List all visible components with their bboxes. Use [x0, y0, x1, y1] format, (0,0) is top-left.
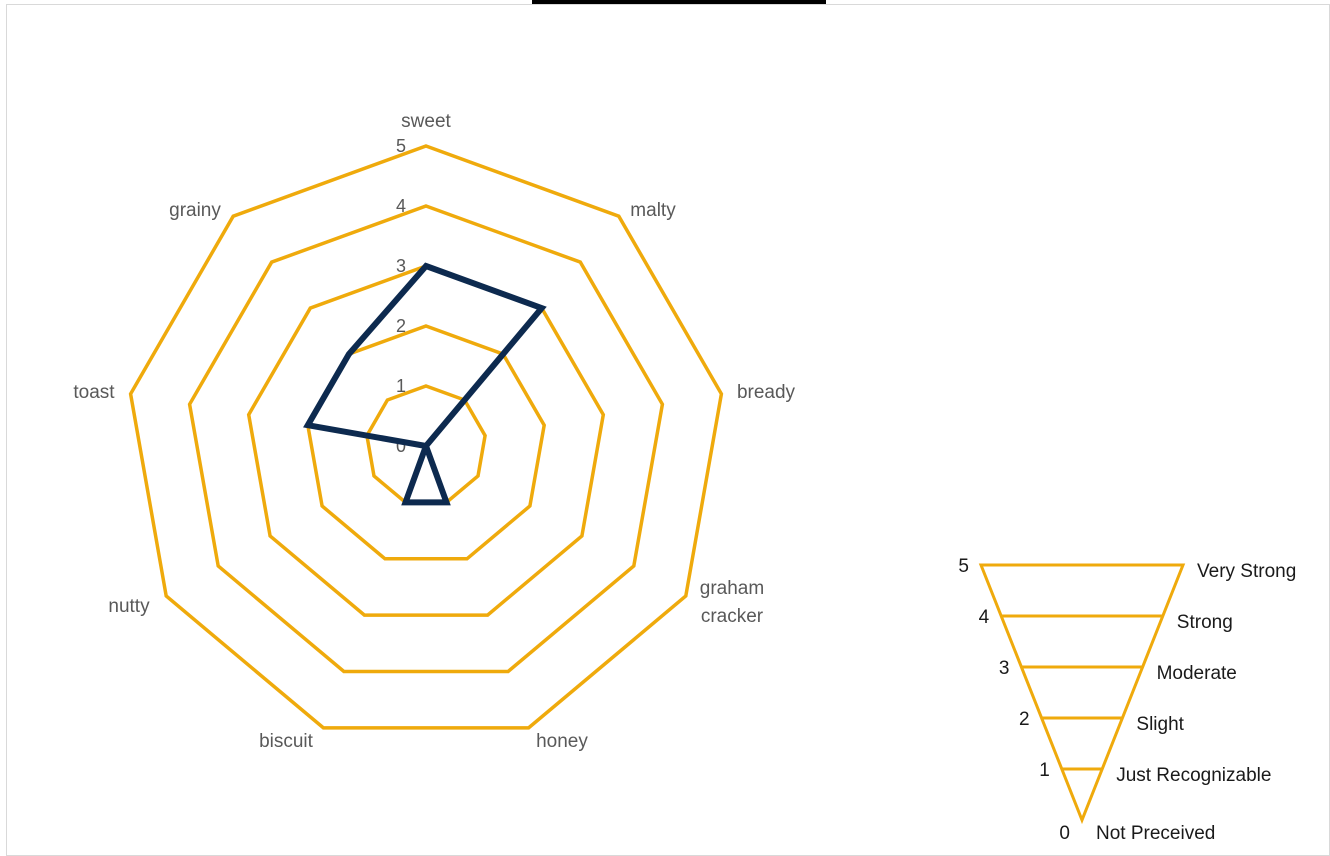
axis-label-malty: malty: [630, 200, 676, 221]
scale-label: Just Recognizable: [1116, 765, 1271, 786]
axis-label-bready: bready: [737, 382, 796, 403]
scale-label: Very Strong: [1197, 561, 1296, 582]
axis-label-biscuit: biscuit: [259, 731, 314, 752]
axis-label-line: graham: [700, 578, 764, 599]
radar-grid: [128, 144, 724, 730]
radial-tick-labels: 0 1 2 3 4 5: [396, 136, 406, 456]
scale-value: 0: [1059, 823, 1070, 844]
grid-ring-3: [246, 264, 606, 617]
tick-label: 1: [396, 376, 406, 396]
axis-label-line: toast: [73, 382, 115, 403]
scale-value: 1: [1039, 760, 1050, 781]
axis-label-line: biscuit: [259, 731, 314, 752]
axis-label-line: sweet: [401, 111, 451, 132]
axis-label-grainy: grainy: [169, 200, 221, 221]
scale-label: Not Preceived: [1096, 823, 1215, 844]
tick-label: 0: [396, 436, 406, 456]
tick-label: 5: [396, 136, 406, 156]
axis-label-line: bready: [737, 382, 796, 403]
tick-label: 4: [396, 196, 406, 216]
axis-label-honey: honey: [536, 731, 588, 752]
series-line: [303, 262, 547, 506]
axis-label-line: honey: [536, 731, 588, 752]
grid-ring-5: [128, 144, 724, 730]
axis-labels: sweet malty bready graham cracker honey biscui…: [73, 111, 795, 752]
scale-value: 2: [1019, 709, 1030, 730]
axis-label-toast: toast: [73, 382, 115, 403]
scale-value: 3: [999, 658, 1010, 679]
axis-label-line: grainy: [169, 200, 221, 221]
scale-label: Moderate: [1157, 663, 1237, 684]
scale-label: Slight: [1136, 714, 1184, 735]
series-layer: [303, 262, 547, 506]
grid-ring-4: [187, 204, 665, 674]
axis-label-nutty: nutty: [108, 596, 150, 617]
scale-triangle: [978, 563, 1186, 825]
scale-value: 4: [979, 607, 990, 628]
tick-label: 3: [396, 256, 406, 276]
axis-label-sweet: sweet: [401, 111, 451, 132]
scale-label: Strong: [1177, 612, 1233, 633]
intensity-scale-legend: 5 Very Strong 4 Strong 3 Moderate 2 Slight 1 Just…: [958, 556, 1296, 844]
axis-label-graham-cracker: graham cracker: [700, 578, 764, 627]
tick-label: 2: [396, 316, 406, 336]
axis-label-line: cracker: [701, 606, 764, 627]
axis-label-line: malty: [630, 200, 676, 221]
scale-value: 5: [958, 556, 969, 577]
axis-label-line: nutty: [108, 596, 150, 617]
title-underline: [532, 0, 826, 4]
